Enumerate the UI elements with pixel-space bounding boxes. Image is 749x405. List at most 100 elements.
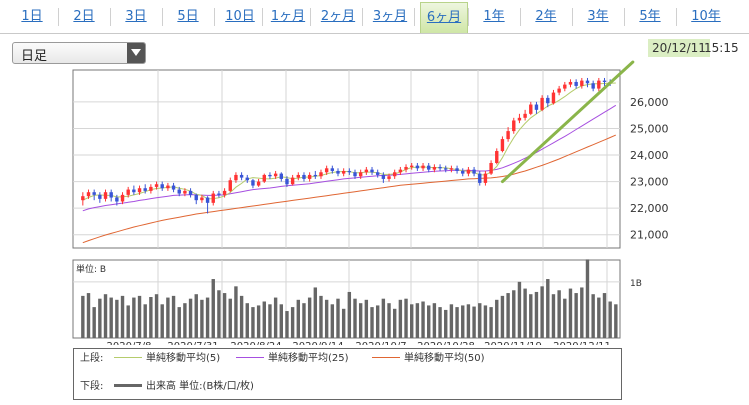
candle [500, 136, 505, 153]
volume-bar [211, 279, 215, 338]
legend-ma50: 単純移動平均(50) [366, 352, 485, 366]
candle-body [313, 174, 318, 177]
volume-bar [398, 299, 403, 338]
candle-body [205, 197, 210, 203]
candle [149, 184, 153, 194]
candle [137, 185, 142, 195]
candle-body [307, 174, 312, 179]
volume-bar [375, 305, 380, 338]
candle [364, 166, 369, 175]
volume-bar [183, 303, 187, 338]
volume-bar [268, 304, 272, 338]
volume-bar [546, 279, 550, 338]
candle-body [392, 172, 397, 177]
tab-period-6[interactable]: 2ヶ月 [320, 9, 356, 24]
tab-period-8[interactable]: 6ヶ月 [420, 2, 468, 33]
volume-bar [234, 286, 238, 338]
legend-volume: 出来高 単位:(B株/口/枚) [108, 380, 254, 394]
candle-body [410, 165, 414, 167]
volume-bar [228, 298, 232, 338]
volume-bar [551, 294, 556, 338]
candle-body [285, 178, 289, 185]
candle-body [523, 113, 527, 118]
candle-body [580, 80, 584, 86]
volume-unit-label: 単位: B [76, 263, 106, 275]
tab-period-7[interactable]: 3ヶ月 [372, 9, 408, 24]
candle [211, 190, 215, 206]
candle [585, 77, 590, 88]
volume-bar [319, 295, 323, 338]
volume-bar [602, 293, 607, 338]
candle-body [160, 184, 164, 189]
volume-bar [166, 297, 170, 338]
candle-body [330, 168, 335, 171]
tab-period-3[interactable]: 5日 [177, 9, 199, 24]
candle-body [534, 104, 539, 110]
volume-bar [438, 307, 442, 338]
candle-body [421, 165, 425, 169]
chevron-down-icon[interactable] [127, 43, 145, 63]
candle-body [81, 196, 85, 201]
candle [239, 172, 244, 181]
volume-bar [98, 298, 102, 338]
candle-body [500, 139, 505, 152]
candle [534, 101, 539, 114]
candle [568, 79, 573, 88]
volume-tick-label: 1B [630, 279, 642, 289]
tab-period-12[interactable]: 5年 [639, 9, 661, 24]
candle [529, 101, 533, 116]
candle [495, 148, 499, 165]
candle [540, 95, 544, 112]
volume-bar [483, 305, 488, 338]
candle [353, 169, 357, 179]
volume-bar [217, 290, 221, 338]
volume-bar [279, 304, 283, 338]
tab-period-11[interactable]: 3年 [587, 9, 609, 24]
date-label: 2020/9/14 [292, 341, 343, 345]
tab-period-4[interactable]: 10日 [225, 9, 255, 24]
tab-period-10[interactable]: 2年 [535, 9, 557, 24]
price-panel [72, 69, 621, 249]
candle [160, 181, 164, 191]
candle-body [370, 169, 374, 173]
legend-ma50-swatch [372, 356, 400, 358]
stock-chart: 26,000 25,000 24,000 23,000 22,000 21,000 単位: … [72, 60, 669, 345]
tab-period-5[interactable]: 1ヶ月 [270, 9, 306, 24]
candle-interval-select[interactable]: 日足 [12, 42, 146, 64]
candle-body [540, 97, 544, 110]
tab-period-1[interactable]: 2日 [73, 9, 95, 24]
candle [483, 170, 488, 186]
candle-body [98, 194, 102, 199]
candle-body [256, 181, 261, 186]
candle-body [245, 177, 249, 181]
volume-bar [421, 301, 425, 338]
date-label: 2020/7/31 [167, 341, 218, 345]
volume-bar [415, 303, 420, 338]
tab-period-0[interactable]: 1日 [21, 9, 43, 24]
candle-body [132, 189, 136, 193]
volume-bar [381, 298, 386, 338]
candle-body [364, 169, 369, 173]
candle [574, 79, 578, 89]
candle [290, 174, 295, 186]
candle [92, 189, 96, 201]
volume-bar [392, 308, 397, 338]
tab-period-13[interactable]: 10年 [691, 9, 721, 24]
candle [154, 181, 159, 190]
candle-body [449, 168, 454, 170]
candle [597, 77, 601, 92]
candle [347, 168, 352, 175]
candle [256, 178, 261, 187]
tab-period-2[interactable]: 3日 [125, 9, 147, 24]
candle [324, 165, 329, 175]
candle [404, 164, 408, 173]
candle-body [137, 188, 142, 193]
candle-body [602, 80, 607, 82]
candle [387, 173, 391, 182]
candle-body [171, 185, 176, 190]
candle-body [427, 165, 431, 170]
candle-body [217, 193, 221, 195]
tab-period-9[interactable]: 1年 [483, 9, 505, 24]
tab-separator [110, 8, 111, 26]
volume-bar [387, 303, 391, 338]
